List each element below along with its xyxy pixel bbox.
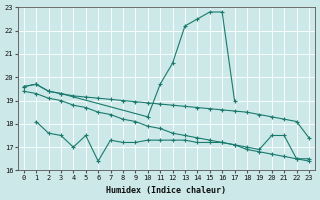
X-axis label: Humidex (Indice chaleur): Humidex (Indice chaleur) [106,186,226,195]
